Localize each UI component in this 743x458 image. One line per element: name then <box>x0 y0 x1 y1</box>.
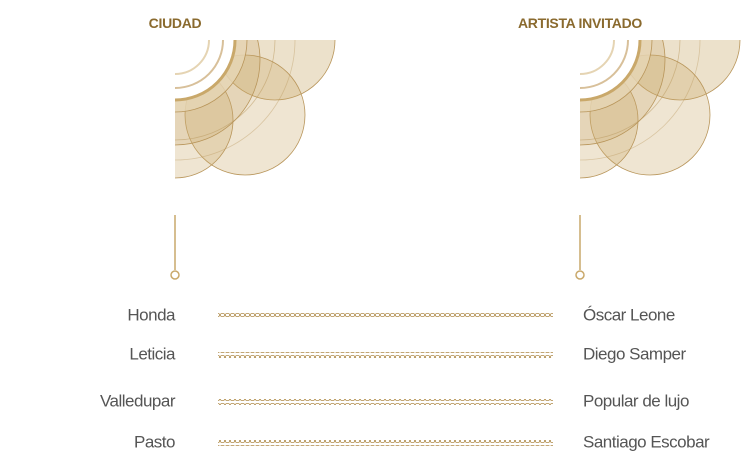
city-name: Honda <box>127 305 176 324</box>
city-name: Pasto <box>134 432 175 451</box>
connector <box>218 399 553 405</box>
artist-name: Popular de lujo <box>583 391 689 410</box>
city-name: Leticia <box>129 344 176 363</box>
artist-header: ARTISTA INVITADO <box>518 15 642 31</box>
artist-name: Diego Samper <box>583 344 687 363</box>
connector <box>218 352 553 358</box>
artist-name: Santiago Escobar <box>583 432 710 451</box>
connector <box>218 440 553 446</box>
artist-rosette <box>420 0 740 280</box>
city-name: Valledupar <box>100 391 176 410</box>
connector <box>218 313 553 319</box>
city-header: CIUDAD <box>149 15 202 31</box>
artist-name: Óscar Leone <box>583 305 675 324</box>
rows: Honda Óscar Leone Leticia Diego Samper Valle… <box>100 305 711 451</box>
city-rosette <box>15 0 335 280</box>
